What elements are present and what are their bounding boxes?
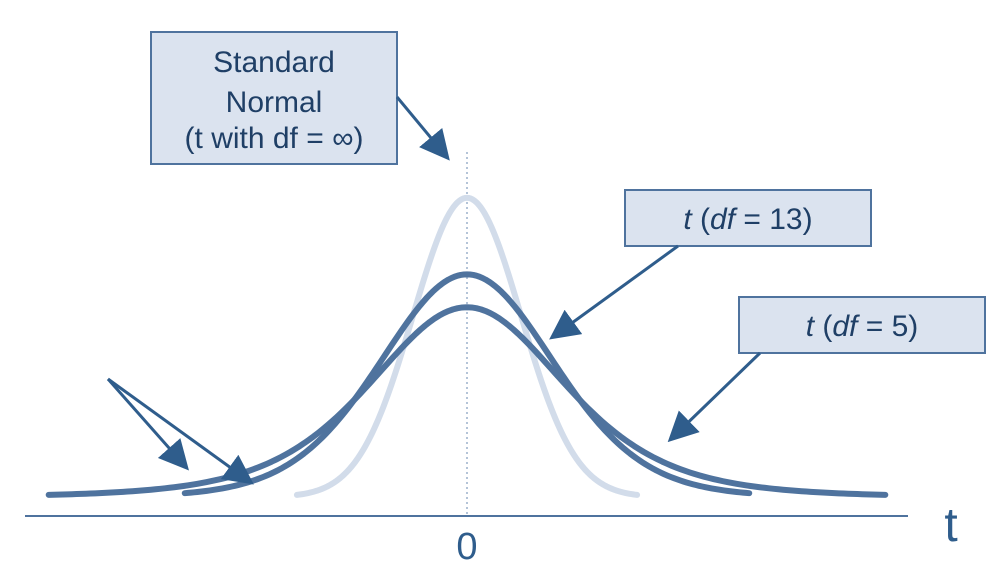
t-df5-rest: = 5)	[857, 310, 918, 343]
t-df13-arrow	[549, 244, 679, 340]
standard-normal-label-box	[150, 31, 398, 165]
t-df13-curve	[181, 271, 753, 497]
t-df13-rest: = 13)	[735, 203, 813, 236]
standard-normal-label-line-3: (t with df = ∞)	[185, 122, 364, 155]
tail-arrow-left	[106, 378, 189, 471]
t-df13-label: t (df = 13)	[683, 203, 812, 236]
t-df13-open: (	[692, 203, 710, 236]
t-df13-t-symbol: t	[683, 203, 693, 236]
t-df13-df-symbol: df	[710, 203, 738, 236]
standard-normal-curve	[293, 194, 641, 498]
t-df5-open: (	[814, 310, 832, 343]
t-df5-label-box	[738, 296, 986, 354]
center-tick-label: 0	[456, 526, 477, 568]
standard-normal-label-line-2: Normal	[226, 86, 323, 119]
t-df5-label: t (df = 5)	[806, 310, 919, 343]
t-df13-label-box	[624, 189, 872, 247]
standard-normal-arrow	[395, 96, 450, 161]
standard-normal-label-line-1: Standard	[213, 46, 335, 79]
x-axis-label: t	[944, 499, 957, 552]
tail-arrow-right	[107, 377, 254, 485]
t-df5-df-symbol: df	[832, 310, 860, 343]
t-df5-arrow	[667, 351, 762, 443]
t-df5-t-symbol: t	[806, 310, 816, 343]
t-df5-curve	[45, 304, 889, 498]
